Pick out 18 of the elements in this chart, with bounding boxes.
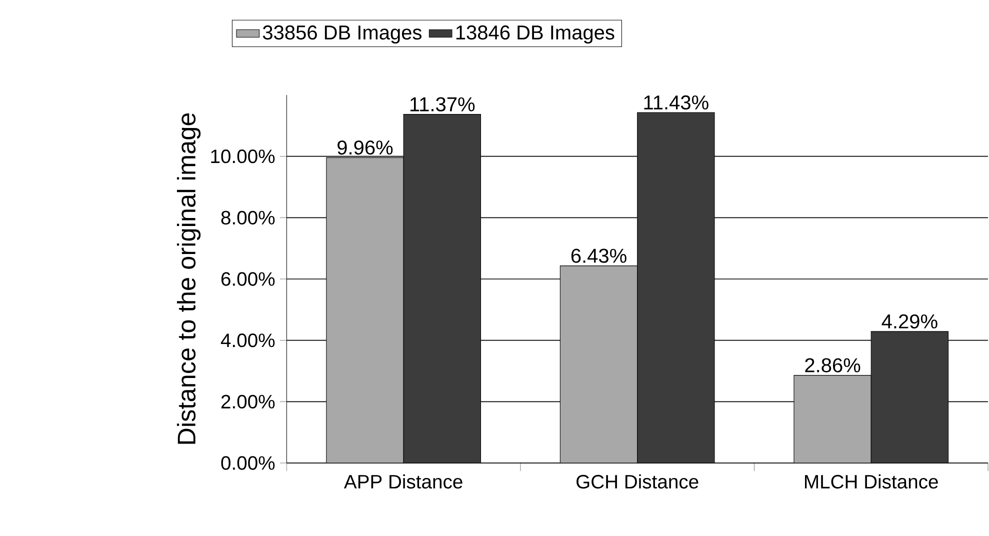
- y-axis-title: Distance to the original image: [176, 113, 201, 444]
- y-tick-label: 10.00%: [211, 149, 275, 164]
- legend-label: 33856 DB Images: [262, 25, 422, 44]
- data-label: 9.96%: [338, 140, 393, 155]
- y-tick-label: 2.00%: [221, 394, 275, 409]
- legend-label: 13846 DB Images: [456, 25, 614, 44]
- data-label: 11.43%: [644, 95, 708, 110]
- y-tick-label: 0.00%: [221, 456, 275, 470]
- data-label: 6.43%: [571, 248, 626, 263]
- x-tick-label: MLCH Distance: [805, 474, 938, 489]
- y-tick-label: 6.00%: [221, 272, 275, 286]
- x-tick-label: GCH Distance: [576, 474, 698, 489]
- x-tick-label: APP Distance: [344, 474, 462, 489]
- y-tick-label: 4.00%: [220, 333, 275, 348]
- data-label: 11.37%: [410, 97, 475, 112]
- data-label: 4.29%: [882, 314, 938, 328]
- data-label: 2.86%: [805, 358, 860, 372]
- y-tick-label: 8.00%: [221, 210, 275, 225]
